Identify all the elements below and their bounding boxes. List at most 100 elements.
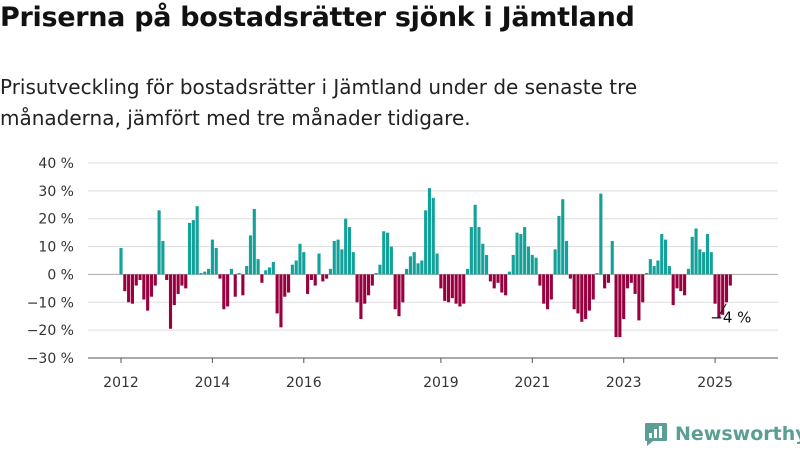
annotation-leader: [719, 303, 727, 314]
bar: [587, 274, 591, 311]
bar: [344, 218, 348, 275]
bar: [485, 254, 489, 275]
bar: [241, 274, 245, 296]
bar: [279, 274, 283, 328]
bar: [275, 274, 279, 314]
bar: [477, 227, 481, 275]
bar: [222, 274, 226, 310]
bar: [572, 274, 576, 310]
bar: [286, 274, 291, 293]
bar: [420, 260, 424, 275]
bar: [515, 232, 519, 275]
bar: [519, 234, 523, 275]
bar: [614, 274, 618, 338]
y-tick-label: −10 %: [27, 295, 74, 311]
bar: [545, 274, 550, 310]
annotation-label: −4 %: [710, 309, 751, 327]
bar: [233, 274, 237, 297]
bar: [130, 274, 134, 304]
bar: [142, 274, 146, 300]
bar: [245, 266, 249, 275]
bar: [328, 268, 333, 275]
y-tick-label: −30 %: [27, 351, 74, 367]
bar: [530, 254, 534, 275]
bar: [283, 274, 287, 297]
bar: [336, 239, 340, 275]
x-tick-label: 2016: [286, 375, 322, 391]
bar: [157, 210, 161, 275]
bar: [172, 274, 176, 306]
bar: [256, 259, 260, 275]
bar: [195, 206, 199, 275]
bar: [184, 274, 188, 289]
bar: [340, 249, 344, 275]
bar: [218, 274, 222, 279]
bar: [153, 274, 157, 286]
bar: [146, 274, 150, 311]
newsworthy-logo-text: Newsworthy: [675, 423, 800, 445]
bar: [446, 274, 451, 303]
bar: [203, 271, 207, 275]
bar: [370, 274, 374, 286]
x-tick-label: 2019: [423, 375, 459, 391]
bar: [496, 274, 500, 283]
bar: [629, 274, 633, 283]
bar: [591, 274, 595, 300]
bar: [443, 274, 447, 301]
bar: [705, 234, 710, 275]
bar: [568, 274, 572, 279]
bar: [309, 274, 313, 280]
bar: [679, 274, 683, 292]
newsworthy-logo-icon: [645, 423, 667, 446]
bar: [458, 274, 462, 307]
bar: [237, 273, 241, 275]
bar: [264, 270, 268, 275]
y-tick-label: 40 %: [38, 156, 74, 172]
bar: [728, 274, 732, 286]
bar: [416, 263, 420, 275]
bar: [306, 274, 310, 294]
bar: [481, 243, 485, 275]
bar: [351, 252, 355, 275]
bar: [610, 241, 614, 275]
bar: [332, 241, 336, 275]
y-tick-label: 20 %: [38, 212, 74, 228]
bar: [267, 267, 272, 275]
bar: [549, 274, 553, 300]
bar: [435, 253, 439, 275]
bar: [504, 274, 508, 296]
bar: [664, 239, 668, 275]
bar: [526, 246, 531, 275]
bar: [378, 264, 382, 275]
bar: [187, 222, 192, 275]
bar: [347, 227, 352, 275]
y-axis-ticks: −30 % −20 % −10 % 0 % 10 % 20 % 30 % 40 %: [27, 156, 74, 367]
bar: [412, 252, 416, 275]
x-tick-label: 2023: [606, 375, 642, 391]
bar: [633, 274, 637, 294]
x-axis: 2012 2014 2016 2019 2021 2023 2025: [88, 357, 778, 391]
bar: [557, 215, 561, 275]
bar: [393, 274, 397, 310]
bar: [439, 274, 443, 289]
bar: [374, 273, 378, 275]
bar: [599, 193, 603, 275]
bar: [405, 268, 409, 275]
bar: [260, 274, 264, 283]
bar: [534, 257, 538, 275]
bar: [671, 274, 675, 306]
bar: [382, 231, 386, 275]
bar: [637, 274, 641, 321]
bar: [134, 274, 138, 286]
bar: [454, 274, 458, 304]
bar: [161, 241, 165, 275]
bars: [119, 188, 732, 338]
bar: [168, 274, 173, 329]
bar: [298, 243, 302, 275]
annotation: −4 %: [710, 303, 751, 327]
bar: [431, 197, 435, 275]
bar: [325, 274, 329, 279]
bar: [606, 274, 611, 283]
bar: [389, 246, 393, 275]
